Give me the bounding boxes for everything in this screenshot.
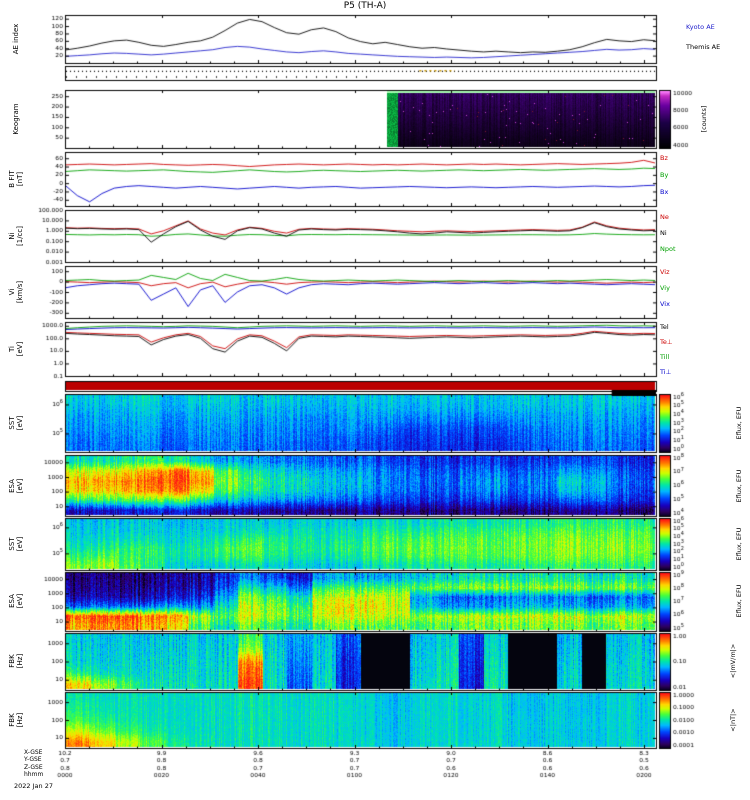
ylabel-fbk-b: FBK [Hz] xyxy=(8,712,24,728)
ylabel-sst-electrons: SST [eV] xyxy=(8,536,24,552)
ylabel-velocity: Vi [km/s] xyxy=(8,280,24,304)
colorbar-unit-fbk-b: <|nT|> xyxy=(729,708,737,732)
legend-bx: Bx xyxy=(660,188,669,196)
ylabel-density: Ni [1/cc] xyxy=(8,226,24,246)
legend-teperp: Te⊥ xyxy=(660,338,673,346)
ylabel-keogram: Keogram xyxy=(12,103,20,135)
colorbar-unit-esa-electrons: Eflux, EFU xyxy=(735,584,743,618)
plot-title: P5 (TH-A) xyxy=(343,1,387,11)
footer-row-label-zgse: Z-GSE xyxy=(24,764,43,771)
ylabel-esa-electrons: ESA [eV] xyxy=(8,593,24,609)
date-label: 2022 Jan 27 xyxy=(14,782,53,790)
ylabel-fbk-e: FBK [Hz] xyxy=(8,653,24,669)
ylabel-b-fit: B FIT [nT] xyxy=(8,170,24,188)
footer-row-label-ygse: Y-GSE xyxy=(24,756,42,763)
legend-till: Till xyxy=(660,353,670,361)
footer-row-label-hhmm: hhmm xyxy=(24,771,44,778)
legend-vix: Vix xyxy=(660,300,670,308)
legend-by: By xyxy=(660,171,669,179)
legend-viy: Viy xyxy=(660,284,670,292)
legend-viz: Viz xyxy=(660,268,670,276)
legend-npot: Npot xyxy=(660,245,676,253)
colorbar-unit-sst-electrons: Eflux, EFU xyxy=(735,527,743,561)
colorbar-unit-counts: [counts] xyxy=(700,105,708,133)
legend-kyoto-ae: Kyoto AE xyxy=(686,23,715,31)
colorbar-unit-esa-ions: Eflux, EFU xyxy=(735,469,743,503)
footer-row-label-xgse: X-GSE xyxy=(24,749,43,756)
legend-tel: Tel xyxy=(660,323,669,331)
legend-ni: Ni xyxy=(660,229,667,237)
ylabel-esa-ions: ESA [eV] xyxy=(8,478,24,494)
legend-tiperp: Ti⊥ xyxy=(660,368,672,376)
ylabel-temperature: Ti [eV] xyxy=(8,341,24,357)
legend-bz: Bz xyxy=(660,154,668,162)
colorbar-unit-fbk-e: <|mV/m|> xyxy=(729,643,737,679)
colorbar-unit-sst-ions: Eflux, EFU xyxy=(735,406,743,440)
legend-ne: Ne xyxy=(660,213,669,221)
ylabel-sst-ions: SST [eV] xyxy=(8,415,24,431)
ylabel-ae-index: AE index xyxy=(12,23,20,55)
legend-themis-ae: Themis AE xyxy=(686,43,721,51)
